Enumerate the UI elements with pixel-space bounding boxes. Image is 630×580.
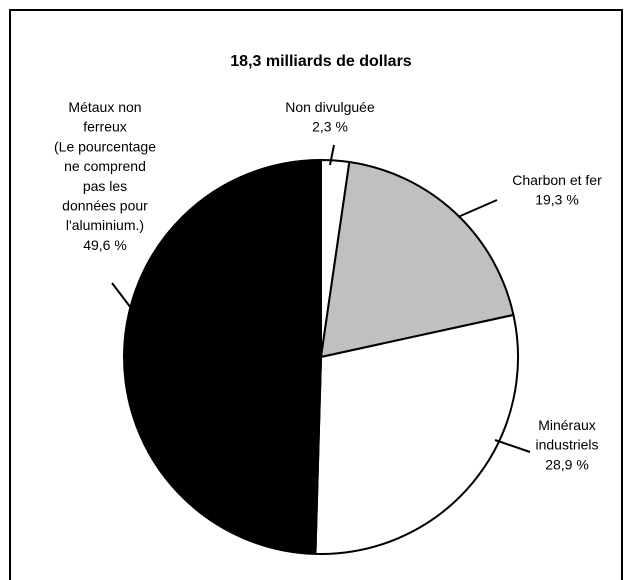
slice-label: Charbon et fer 19,3 % bbox=[512, 172, 602, 208]
value-label: 49,6 % bbox=[83, 237, 127, 253]
label-line: Métaux non bbox=[68, 99, 141, 115]
value-label: 2,3 % bbox=[312, 119, 348, 135]
leader-line bbox=[457, 199, 498, 218]
pie-slice bbox=[314, 313, 519, 555]
slice-label: Métaux non ferreux (Le pourcentage ne compr… bbox=[54, 99, 156, 253]
pie bbox=[123, 158, 519, 555]
leader-line bbox=[329, 144, 335, 166]
label-line: industriels bbox=[535, 437, 598, 453]
leader-line bbox=[111, 282, 132, 309]
chart-title: 18,3 milliards de dollars bbox=[230, 53, 412, 70]
value-label: 28,9 % bbox=[545, 456, 589, 472]
label-line: Charbon et fer bbox=[512, 172, 602, 188]
labels: Non divulguée 2,3 % Charbon et fer 19,3 % Mi… bbox=[54, 99, 602, 472]
label-line: Non divulguée bbox=[285, 99, 375, 115]
label-line: ferreux bbox=[83, 119, 127, 135]
label-line: données pour bbox=[62, 198, 148, 214]
label-line: Minéraux bbox=[538, 417, 596, 433]
label-line: ne comprend bbox=[64, 158, 146, 174]
pie-slice bbox=[319, 160, 515, 359]
label-line: (Le pourcentage bbox=[54, 138, 156, 154]
slice-label: Minéraux industriels 28,9 % bbox=[535, 417, 598, 472]
slice-label: Non divulguée 2,3 % bbox=[285, 99, 375, 135]
pie-slice bbox=[123, 158, 322, 555]
label-line: pas les bbox=[83, 178, 127, 194]
label-line: l'aluminium.) bbox=[66, 217, 144, 233]
value-label: 19,3 % bbox=[535, 192, 579, 208]
leader-line bbox=[494, 439, 531, 453]
